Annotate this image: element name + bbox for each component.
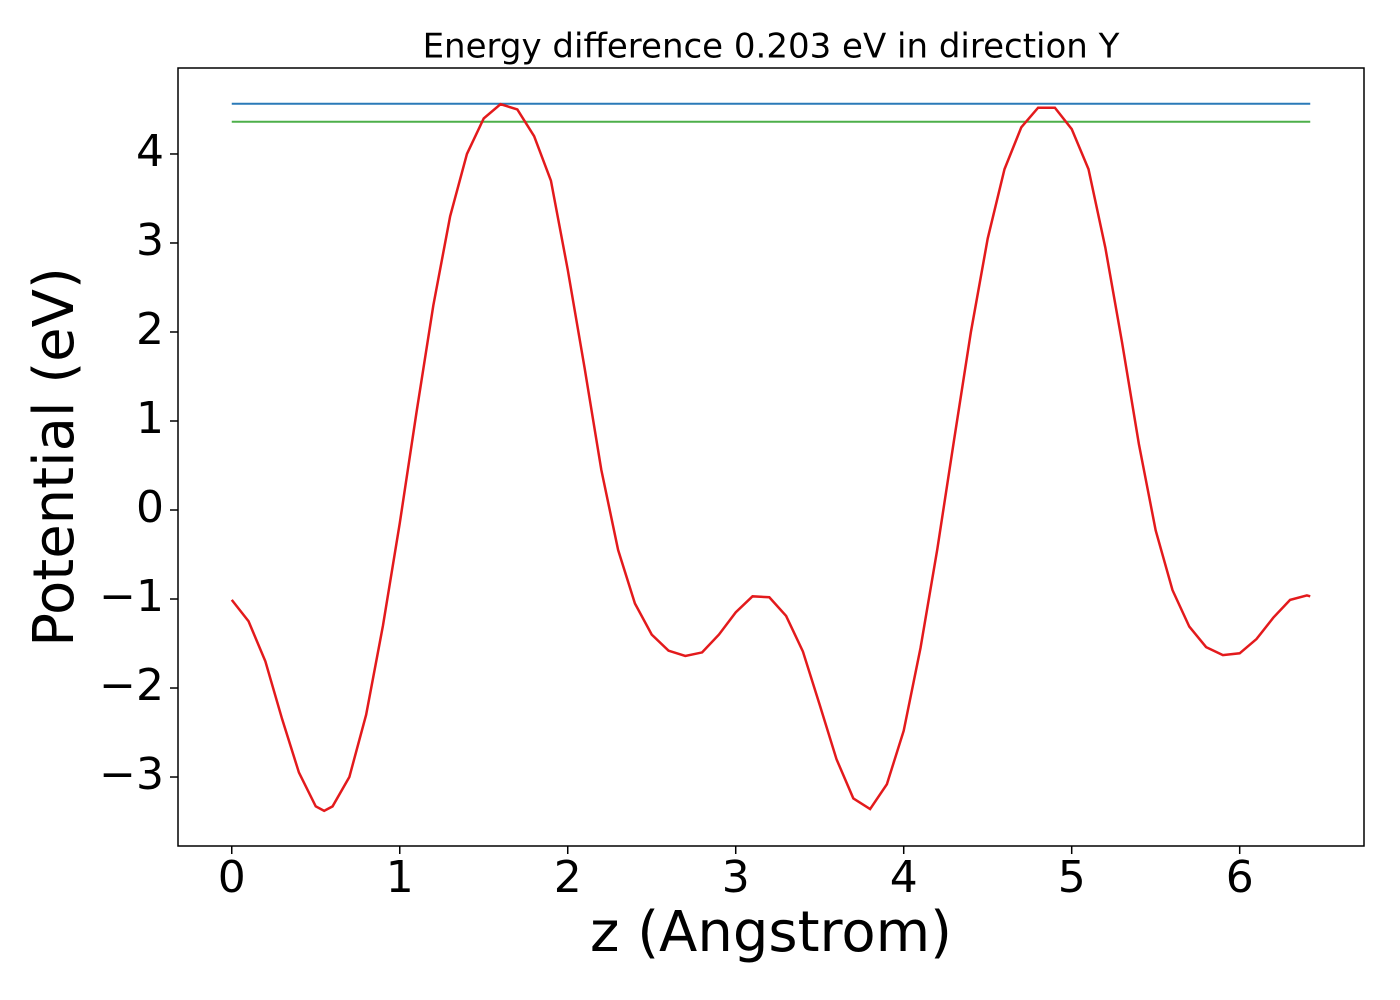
x-tick-label: 0 xyxy=(218,852,246,903)
y-tick-label: −3 xyxy=(99,749,164,800)
x-tick-label: 3 xyxy=(722,852,750,903)
x-axis-label: z (Angstrom) xyxy=(590,900,952,965)
line-series xyxy=(230,102,1311,813)
y-tick-label: −2 xyxy=(99,660,164,711)
y-tick-label: −1 xyxy=(99,571,164,622)
x-tick-label: 6 xyxy=(1226,852,1254,903)
x-tick-label: 2 xyxy=(554,852,582,903)
y-tick-label: 2 xyxy=(136,304,164,355)
x-tick-label: 1 xyxy=(386,852,414,903)
plot-frame xyxy=(177,67,1365,847)
x-tick-label: 4 xyxy=(890,852,918,903)
chart-title: Energy difference 0.203 eV in direction … xyxy=(423,27,1120,67)
y-tick-label: 4 xyxy=(136,126,164,177)
y-tick-label: 3 xyxy=(136,215,164,266)
x-tick-label: 5 xyxy=(1058,852,1086,903)
y-axis-label: Potential (eV) xyxy=(22,267,87,647)
y-tick-label: 1 xyxy=(136,393,164,444)
y-tick-label: 0 xyxy=(136,482,164,533)
